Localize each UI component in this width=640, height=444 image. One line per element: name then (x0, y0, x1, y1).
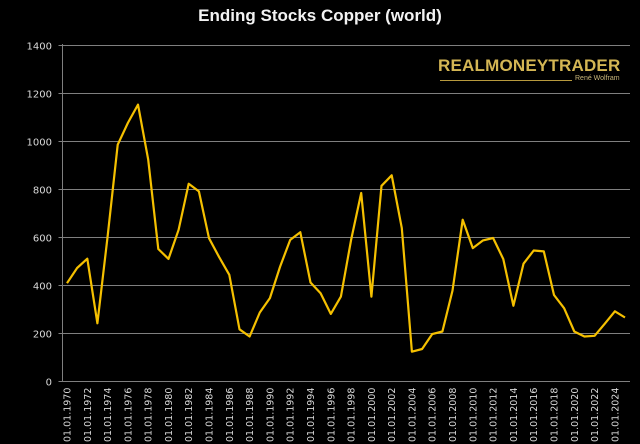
x-tick-label: 01.01.2006 (428, 388, 439, 442)
watermark-brand: REALMONEYTRADER (438, 56, 621, 75)
x-tick-label: 01.01.1986 (225, 388, 236, 442)
x-tick-label: 01.01.1976 (123, 388, 134, 442)
x-tick-label: 01.01.1996 (326, 388, 337, 442)
y-tick-label: 0 (46, 378, 52, 389)
chart-title: Ending Stocks Copper (world) (198, 6, 442, 25)
data-line-copper-stocks (66, 103, 626, 353)
x-tick-label: 01.01.1980 (164, 388, 175, 442)
y-tick-label: 1400 (27, 42, 52, 53)
x-tick-label: 01.01.1982 (184, 388, 195, 442)
y-tick-label: 800 (33, 186, 52, 197)
x-tick-label: 01.01.2002 (387, 388, 398, 442)
x-tick-label: 01.01.1984 (205, 388, 216, 442)
watermark-underline (440, 80, 572, 81)
x-tick-label: 01.01.2008 (448, 388, 459, 442)
x-tick-label: 01.01.1972 (83, 388, 94, 442)
x-tick-label: 01.01.2022 (590, 388, 601, 442)
x-tick-label: 01.01.1994 (306, 388, 317, 442)
x-tick-label: 01.01.1974 (103, 388, 114, 442)
x-tick-label: 01.01.2024 (610, 388, 621, 442)
x-tick-label: 01.01.2018 (549, 388, 560, 442)
y-tick-label: 1200 (27, 90, 52, 101)
x-tick-label: 01.01.1988 (245, 388, 256, 442)
y-tick-label: 400 (33, 282, 52, 293)
x-tick-label: 01.01.1978 (144, 388, 155, 442)
gridlines (58, 45, 630, 382)
x-tick-label: 01.01.1998 (347, 388, 358, 442)
x-tick-label: 01.01.1990 (265, 388, 276, 442)
x-tick-label: 01.01.1992 (286, 388, 297, 442)
x-tick-label: 01.01.2000 (367, 388, 378, 442)
x-axis-tick-labels: 01.01.1970 01.01.1972 01.01.1974 01.01.1976… (63, 388, 622, 442)
x-tick-label: 01.01.2016 (529, 388, 540, 442)
y-axis-tick-labels: 0 200 400 600 800 1000 1200 1400 (27, 42, 52, 389)
y-tick-label: 1000 (27, 138, 52, 149)
watermark-logo: REALMONEYTRADER René Wolfram (438, 56, 628, 92)
x-tick-label: 01.01.2014 (509, 388, 520, 442)
x-tick-label: 01.01.2010 (468, 388, 479, 442)
x-tick-label: 01.01.1970 (63, 388, 74, 442)
watermark-author: René Wolfram (575, 75, 620, 82)
x-tick-label: 01.01.2004 (407, 388, 418, 442)
x-tick-label: 01.01.2020 (570, 388, 581, 442)
x-tick-label: 01.01.2012 (489, 388, 500, 442)
y-tick-label: 600 (33, 234, 52, 245)
y-tick-label: 200 (33, 330, 52, 341)
